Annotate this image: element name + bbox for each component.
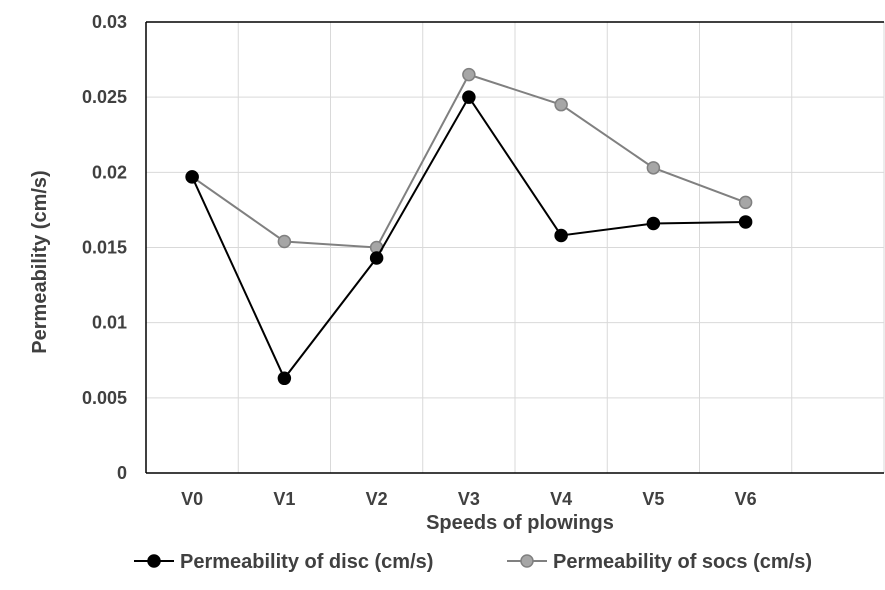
data-point bbox=[646, 161, 661, 175]
y-tick-label: 0.005 bbox=[82, 388, 127, 408]
legend-label: Permeability of disc (cm/s) bbox=[180, 551, 433, 573]
x-tick-label: V2 bbox=[366, 489, 388, 509]
data-point bbox=[369, 251, 384, 265]
y-tick-label: 0.02 bbox=[92, 162, 127, 182]
x-tick-label: V0 bbox=[181, 489, 203, 509]
y-tick-label: 0.03 bbox=[92, 12, 127, 32]
y-axis-title: Permeability (cm/s) bbox=[29, 170, 51, 353]
y-tick-label: 0.01 bbox=[92, 313, 127, 333]
x-tick-label: V4 bbox=[550, 489, 572, 509]
data-point bbox=[646, 216, 661, 231]
data-point bbox=[185, 170, 199, 184]
legend-item: Permeability of disc (cm/s) bbox=[134, 551, 433, 573]
data-point bbox=[277, 234, 292, 249]
series-line bbox=[191, 95, 746, 381]
x-tick-label: V1 bbox=[273, 489, 295, 509]
legend-marker bbox=[520, 554, 534, 568]
data-point bbox=[554, 97, 568, 112]
x-axis-title: Speeds of plowings bbox=[426, 512, 614, 534]
legend: Permeability of disc (cm/s) Permeability … bbox=[134, 551, 812, 573]
series-socs bbox=[185, 67, 753, 255]
data-point bbox=[554, 228, 568, 243]
data-point bbox=[738, 215, 753, 229]
data-series bbox=[185, 67, 753, 386]
y-tick-label: 0.015 bbox=[82, 238, 127, 258]
legend-marker bbox=[147, 554, 161, 568]
x-tick-label: V5 bbox=[642, 489, 664, 509]
data-point bbox=[738, 195, 753, 210]
y-tick-label: 0 bbox=[117, 463, 127, 483]
series-disc bbox=[185, 90, 753, 386]
axes bbox=[145, 21, 884, 474]
tick-labels: 0 0.005 0.01 0.015 0.02 0.025 0.03 V0 V1 V2 V3 V4 V5… bbox=[82, 12, 757, 509]
y-tick-label: 0.025 bbox=[82, 87, 127, 107]
legend-item: Permeability of socs (cm/s) bbox=[507, 551, 812, 573]
data-point bbox=[277, 371, 292, 386]
x-tick-label: V6 bbox=[735, 489, 757, 509]
legend-label: Permeability of socs (cm/s) bbox=[553, 551, 812, 573]
data-point bbox=[462, 67, 476, 82]
data-point bbox=[462, 90, 476, 104]
x-tick-label: V3 bbox=[458, 489, 480, 509]
